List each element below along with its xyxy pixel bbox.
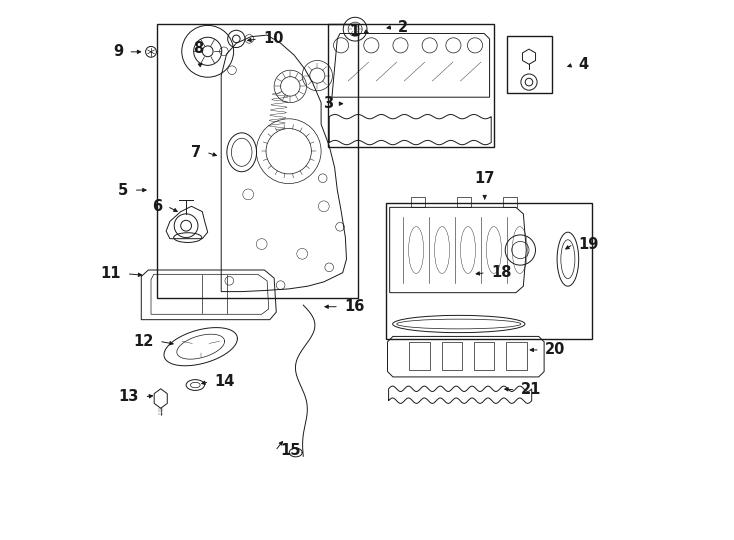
Bar <box>507 36 552 93</box>
Text: 13: 13 <box>119 389 139 404</box>
Bar <box>411 197 425 207</box>
Bar <box>158 24 358 298</box>
Bar <box>457 197 470 207</box>
Text: 21: 21 <box>521 382 541 397</box>
Bar <box>503 197 517 207</box>
Text: 16: 16 <box>344 299 365 314</box>
Text: 10: 10 <box>264 31 284 46</box>
Text: 1: 1 <box>349 24 360 39</box>
Bar <box>442 342 462 370</box>
Bar <box>386 203 592 339</box>
Text: 19: 19 <box>578 237 599 252</box>
Text: 18: 18 <box>491 265 512 280</box>
Text: 4: 4 <box>578 57 589 72</box>
Text: 2: 2 <box>399 19 408 35</box>
Text: 15: 15 <box>280 443 301 458</box>
Text: 9: 9 <box>113 44 123 59</box>
Text: 17: 17 <box>475 171 495 186</box>
Text: 20: 20 <box>545 342 566 357</box>
Text: 5: 5 <box>118 183 128 198</box>
Text: 14: 14 <box>215 374 235 389</box>
Bar <box>328 24 495 147</box>
Text: 7: 7 <box>191 145 200 160</box>
Bar <box>409 342 429 370</box>
Text: 8: 8 <box>193 41 203 56</box>
Bar <box>506 342 527 370</box>
Text: 3: 3 <box>323 96 333 111</box>
Text: 6: 6 <box>152 199 161 214</box>
Text: 12: 12 <box>134 334 153 349</box>
Bar <box>474 342 495 370</box>
Text: 11: 11 <box>101 266 121 281</box>
